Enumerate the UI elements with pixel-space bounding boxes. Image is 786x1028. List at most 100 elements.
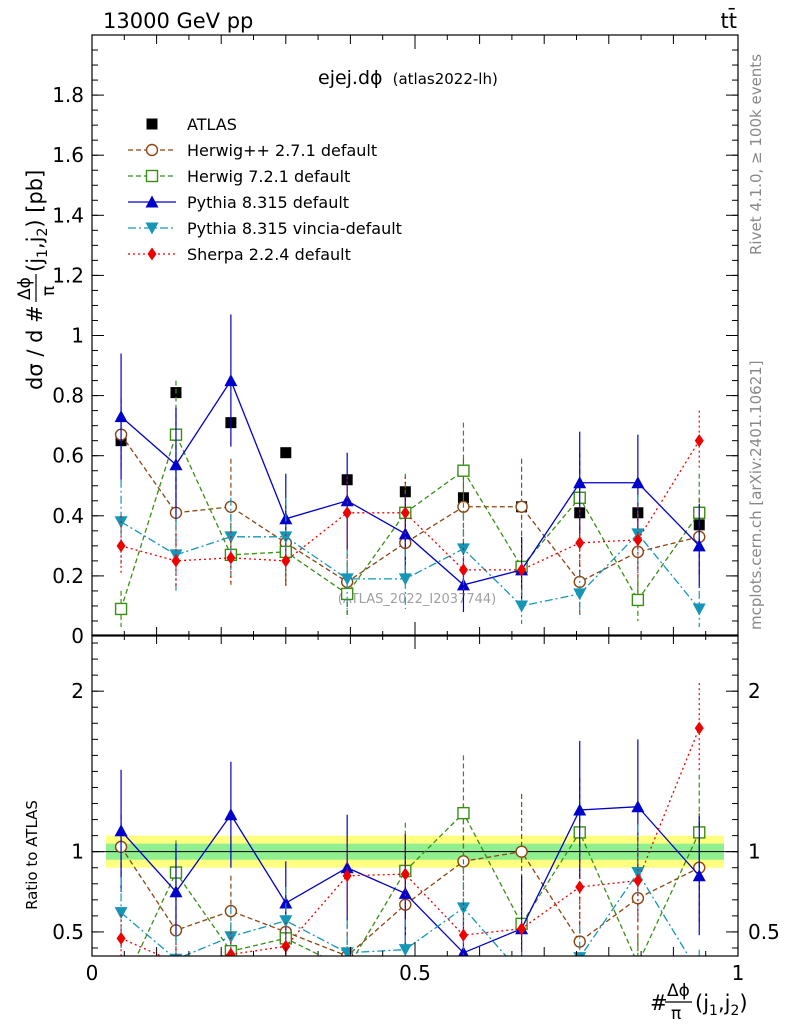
series-line: [120, 440, 700, 571]
watermark-label: (ATLAS_2022_I2037744): [338, 592, 496, 607]
data-point: [633, 533, 643, 547]
data-point: [224, 808, 238, 821]
legend-label: ATLAS: [187, 115, 237, 134]
data-point: [515, 845, 528, 858]
legend-label: Herwig 7.2.1 default: [187, 167, 350, 186]
header-right-label: tt̄: [721, 8, 737, 33]
data-point: [692, 539, 706, 552]
y-tick-label: 0.6: [52, 444, 84, 468]
xlabel-frac-den: π: [671, 1004, 681, 1024]
y-tick-label: 1.8: [52, 83, 84, 107]
data-point: [517, 922, 527, 936]
data-point: [573, 803, 587, 816]
data-point: [340, 494, 354, 507]
plot-title-subtitle: (atlas2022-lh): [393, 70, 498, 88]
y-tick-label: 1.6: [52, 143, 84, 167]
data-point: [175, 955, 177, 956]
data-point: [114, 907, 128, 920]
data-point: [458, 928, 468, 942]
data-point: [458, 946, 469, 956]
data-point: [279, 915, 293, 928]
series-line: [120, 434, 700, 583]
legend-marker: [145, 143, 159, 157]
legend-marker: [145, 169, 159, 183]
legend-marker: [145, 222, 159, 235]
data-point: [279, 531, 293, 544]
data-point: [342, 963, 353, 974]
y-tick-label-right: 2: [748, 679, 761, 703]
data-point: [280, 447, 292, 459]
data-point: [169, 458, 183, 471]
plot-title-main: ejej.dϕ: [318, 67, 383, 89]
ylabel-mid: ,j: [23, 237, 47, 250]
data-point: [114, 602, 128, 616]
data-point: [631, 593, 645, 607]
legend: ATLAS Herwig++ 2.7.1 default Herwig 7.2.1 …: [128, 115, 402, 264]
data-point: [457, 464, 470, 477]
svg-text:(j1,j2): (j1,j2): [695, 991, 748, 1019]
data-point: [692, 603, 706, 616]
legend-label: Pythia 8.315 default: [187, 193, 349, 212]
y-tick-label: 0.4: [52, 504, 84, 528]
data-point: [457, 806, 470, 820]
data-point: [342, 869, 352, 883]
series-sherpa-2-2-4-default: [116, 683, 704, 956]
data-point: [515, 500, 528, 513]
data-point: [515, 968, 528, 980]
series-herwig-7-2-1-default: [114, 380, 706, 627]
main-panel: 0 0.2 0.4 0.6 0.8 1 1.2 1.4 1.6 1.8: [52, 34, 739, 648]
ylabel-suffix: (j: [23, 258, 47, 272]
legend-entry: Pythia 8.315 vincia-default: [128, 219, 402, 238]
data-point: [340, 573, 354, 586]
side-label-top: Rivet 4.1.0, ≥ 100k events: [747, 54, 765, 255]
data-point: [398, 886, 412, 899]
data-point: [114, 410, 128, 423]
data-point: [400, 867, 410, 881]
data-point: [694, 434, 704, 448]
series-line: [120, 871, 690, 956]
legend-entry: Herwig++ 2.7.1 default: [128, 141, 377, 160]
data-point: [694, 721, 704, 735]
data-point: [116, 931, 126, 945]
ratio-panel: 0.5 0.51 12 20 0.5 1: [52, 634, 780, 995]
ylabel-end: ) [pb]: [23, 170, 47, 228]
series-line: [120, 727, 700, 956]
data-point: [169, 885, 183, 898]
data-point: [575, 536, 585, 550]
legend-label: Pythia 8.315 vincia-default: [187, 219, 402, 238]
data-point: [458, 563, 468, 577]
ylabel-prefix: dσ / d #: [23, 305, 47, 390]
data-point: [633, 874, 643, 888]
series-pythia-8-315-default: [114, 314, 706, 612]
ylabel-sub2: 2: [35, 228, 51, 237]
data-point: [632, 959, 643, 970]
y-tick-label: 0: [71, 624, 84, 648]
data-point: [693, 968, 706, 980]
y-tick-label: 0.2: [52, 564, 84, 588]
data-point: [224, 374, 238, 387]
data-point: [340, 861, 354, 874]
data-point: [573, 476, 587, 489]
data-point: [573, 952, 587, 956]
data-point: [116, 984, 127, 995]
legend-entry: Sherpa 2.2.4 default: [128, 245, 351, 264]
xlabel-sub1: 1: [709, 1003, 718, 1019]
data-point: [400, 506, 410, 520]
y-tick-label: 1: [71, 324, 84, 348]
data-point: [281, 939, 291, 953]
legend-label: Sherpa 2.2.4 default: [187, 245, 351, 264]
data-point: [226, 947, 236, 956]
y-tick-label: 0.8: [52, 384, 84, 408]
legend-label: Herwig++ 2.7.1 default: [187, 141, 377, 160]
data-point: [116, 539, 126, 553]
ylabel-sub1: 1: [35, 249, 51, 258]
data-point: [515, 600, 529, 613]
side-label-bottom: mcplots.cern.ch [arXiv:2401.10621]: [747, 360, 765, 630]
xlabel-sub2: 2: [730, 1003, 739, 1019]
x-tick-label: 1: [732, 961, 745, 985]
legend-marker: [147, 247, 157, 261]
y-tick-label: 1.4: [52, 203, 84, 227]
x-axis-label: # Δϕ π (j1,j2): [650, 981, 748, 1024]
series-sherpa-2-2-4-default: [116, 410, 704, 597]
